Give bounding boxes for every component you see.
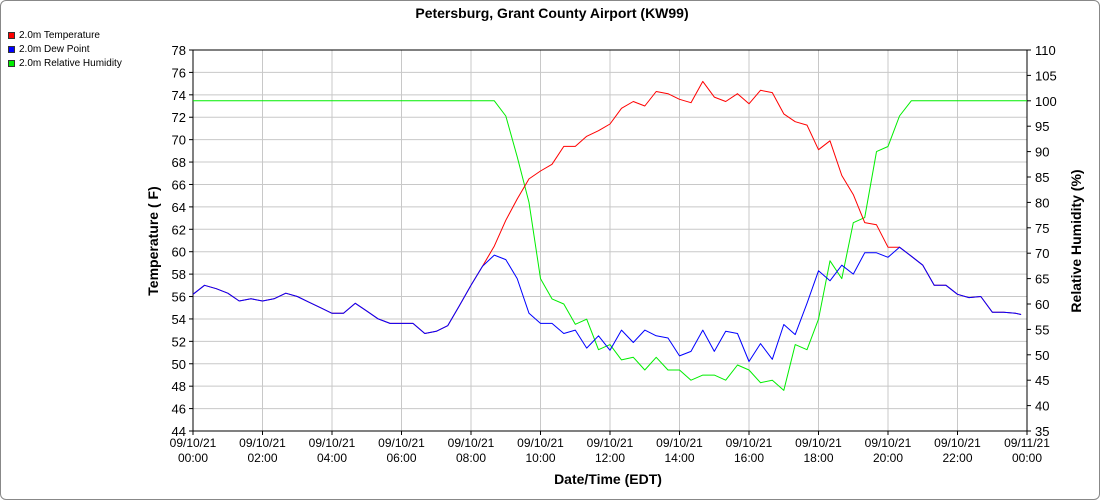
- y2-tick-label: 105: [1035, 68, 1057, 83]
- series-line-2-0m-relative-humidity: [193, 100, 1027, 391]
- series-line-2-0m-temperature: [192, 80, 1022, 334]
- y-tick-label: 54: [172, 312, 186, 327]
- y2-tick-label: 85: [1035, 170, 1049, 185]
- y-tick-label: 58: [172, 267, 186, 282]
- x-tick-time-label: 00:00: [178, 451, 208, 465]
- x-tick-date-label: 09/10/21: [795, 436, 842, 450]
- x-tick-date-label: 09/10/21: [517, 436, 564, 450]
- x-tick-date-label: 09/10/21: [656, 436, 703, 450]
- x-tick-date-label: 09/10/21: [378, 436, 425, 450]
- y-tick-label: 76: [172, 65, 186, 80]
- y2-tick-label: 80: [1035, 195, 1049, 210]
- y2-tick-label: 75: [1035, 221, 1049, 236]
- x-tick-time-label: 16:00: [734, 451, 764, 465]
- x-tick-time-label: 08:00: [456, 451, 486, 465]
- x-tick-date-label: 09/10/21: [309, 436, 356, 450]
- x-tick-date-label: 09/10/21: [448, 436, 495, 450]
- x-tick-date-label: 09/10/21: [865, 436, 912, 450]
- chart-title: Petersburg, Grant County Airport (KW99): [415, 5, 688, 21]
- x-tick-time-label: 22:00: [942, 451, 972, 465]
- x-tick-time-label: 00:00: [1012, 451, 1042, 465]
- y-tick-label: 72: [172, 110, 186, 125]
- y2-tick-label: 40: [1035, 399, 1049, 414]
- x-tick-date-label: 09/11/21: [1004, 436, 1050, 450]
- y-tick-label: 50: [172, 357, 186, 372]
- y-tick-label: 78: [172, 43, 186, 58]
- y-tick-label: 70: [172, 133, 186, 148]
- series-lines: [192, 80, 1027, 391]
- legend-swatch-temperature: [8, 31, 15, 39]
- y-tick-label: 74: [172, 88, 186, 103]
- x-tick-time-label: 04:00: [317, 451, 347, 465]
- x-tick-time-label: 02:00: [247, 451, 277, 465]
- y-tick-label: 68: [172, 155, 186, 170]
- x-tick-time-label: 06:00: [386, 451, 416, 465]
- y-tick-label: 66: [172, 177, 186, 192]
- y-tick-label: 46: [172, 402, 186, 417]
- y2-tick-label: 60: [1035, 297, 1049, 312]
- x-tick-date-label: 09/10/21: [239, 436, 286, 450]
- plot-border: [192, 49, 1028, 432]
- y2-tick-label: 65: [1035, 272, 1049, 287]
- x-axis-label: Date/Time (EDT): [554, 471, 662, 487]
- legend-label-relative-humidity: 2.0m Relative Humidity: [19, 57, 122, 69]
- legend-swatch-dew-point: [8, 45, 15, 53]
- y-tick-label: 44: [172, 424, 186, 439]
- y2-axis-label: Relative Humidity (%): [1068, 169, 1084, 312]
- legend-item-temperature: 2.0m Temperature: [8, 28, 122, 42]
- y-tick-label: 62: [172, 222, 186, 237]
- y2-tick-label: 45: [1035, 373, 1049, 388]
- series-line-2-0m-dew-point: [192, 246, 1022, 362]
- legend-item-relative-humidity: 2.0m Relative Humidity: [8, 56, 122, 70]
- x-tick-date-label: 09/10/21: [726, 436, 773, 450]
- y-axis-label: Temperature ( F): [145, 186, 161, 295]
- x-tick-date-label: 09/10/21: [587, 436, 634, 450]
- y2-tick-label: 35: [1035, 424, 1049, 439]
- y2-tick-label: 90: [1035, 145, 1049, 160]
- y2-tick-label: 100: [1035, 94, 1057, 109]
- y2-tick-label: 50: [1035, 348, 1049, 363]
- y-tick-label: 52: [172, 334, 186, 349]
- y-tick-label: 56: [172, 290, 186, 305]
- legend-swatch-relative-humidity: [8, 59, 15, 67]
- y-tick-label: 64: [172, 200, 186, 215]
- legend-item-dew-point: 2.0m Dew Point: [8, 42, 122, 56]
- legend-label-dew-point: 2.0m Dew Point: [19, 43, 90, 55]
- legend-label-temperature: 2.0m Temperature: [19, 29, 100, 41]
- y2-tick-label: 70: [1035, 246, 1049, 261]
- y-tick-label: 60: [172, 245, 186, 260]
- y2-tick-label: 55: [1035, 322, 1049, 337]
- x-tick-time-label: 18:00: [803, 451, 833, 465]
- y2-tick-label: 110: [1035, 43, 1056, 58]
- x-tick-date-label: 09/10/21: [934, 436, 981, 450]
- x-tick-time-label: 10:00: [525, 451, 555, 465]
- x-tick-time-label: 12:00: [595, 451, 625, 465]
- y2-tick-label: 95: [1035, 119, 1049, 134]
- x-tick-time-label: 20:00: [873, 451, 903, 465]
- grid-lines: [192, 49, 1028, 432]
- axes: 44 46 48 50 52 54 56 58 60 62 64 66 68 70 72 74 76 78 35 40…: [170, 43, 1057, 465]
- x-tick-date-label: 09/10/21: [170, 436, 217, 450]
- legend: 2.0m Temperature 2.0m Dew Point 2.0m Rel…: [8, 28, 122, 70]
- y-tick-label: 48: [172, 379, 186, 394]
- x-tick-time-label: 14:00: [664, 451, 694, 465]
